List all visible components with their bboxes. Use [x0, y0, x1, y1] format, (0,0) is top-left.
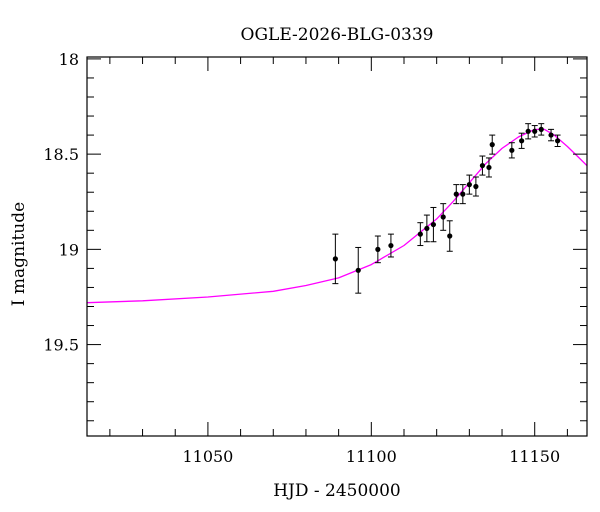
- data-point: [374, 235, 381, 264]
- data-marker: [486, 164, 492, 171]
- x-axis-label: HJD - 2450000: [273, 481, 401, 501]
- data-marker: [548, 132, 554, 138]
- data-point: [423, 214, 430, 243]
- data-marker: [460, 191, 466, 197]
- data-point: [479, 155, 486, 176]
- data-point: [440, 203, 447, 231]
- tick-labels: 11050 11100 11150 18 18.5 19 19.5: [43, 50, 560, 466]
- axis-ticks: [87, 57, 587, 436]
- y-tick-label: 19: [59, 240, 79, 259]
- data-marker: [424, 225, 430, 232]
- data-marker: [538, 126, 544, 132]
- data-point: [548, 128, 555, 142]
- x-tick-label: 11150: [509, 447, 560, 466]
- data-point: [531, 125, 538, 138]
- data-point: [459, 184, 466, 205]
- data-marker: [355, 267, 361, 273]
- x-tick-label: 11050: [182, 447, 233, 466]
- plot-frame: [86, 56, 588, 437]
- data-marker: [440, 214, 446, 220]
- data-point: [446, 220, 453, 252]
- data-point: [355, 246, 362, 294]
- data-points-layer: [332, 123, 561, 294]
- data-marker: [453, 191, 459, 197]
- data-point: [453, 184, 460, 205]
- data-marker: [447, 233, 453, 239]
- data-point: [466, 174, 473, 195]
- data-marker: [417, 231, 423, 237]
- data-marker: [525, 128, 531, 134]
- data-marker: [466, 182, 472, 188]
- data-point: [485, 157, 492, 178]
- data-point: [472, 176, 479, 197]
- chart-title: OGLE-2026-BLG-0339: [241, 25, 434, 45]
- y-axis-label: I magnitude: [9, 202, 29, 306]
- data-marker: [519, 138, 525, 144]
- data-point: [417, 222, 424, 247]
- data-point: [508, 142, 515, 159]
- data-point: [430, 206, 437, 243]
- y-tick-label: 19.5: [43, 336, 79, 355]
- data-marker: [375, 246, 381, 252]
- data-marker: [489, 142, 495, 148]
- data-point: [538, 123, 545, 136]
- data-point: [518, 132, 525, 149]
- data-marker: [332, 256, 338, 262]
- y-tick-label: 18: [59, 50, 79, 69]
- data-marker: [532, 128, 538, 134]
- data-point: [332, 233, 339, 285]
- x-tick-label: 11100: [346, 447, 397, 466]
- data-marker: [554, 138, 561, 144]
- data-point: [525, 123, 532, 140]
- data-point: [387, 233, 394, 258]
- y-tick-label: 18.5: [43, 145, 79, 164]
- data-point: [554, 134, 561, 148]
- data-marker: [430, 221, 437, 228]
- data-marker: [509, 147, 515, 153]
- data-marker: [388, 242, 394, 249]
- data-point: [489, 134, 496, 155]
- data-marker: [473, 183, 479, 190]
- data-marker: [479, 162, 486, 169]
